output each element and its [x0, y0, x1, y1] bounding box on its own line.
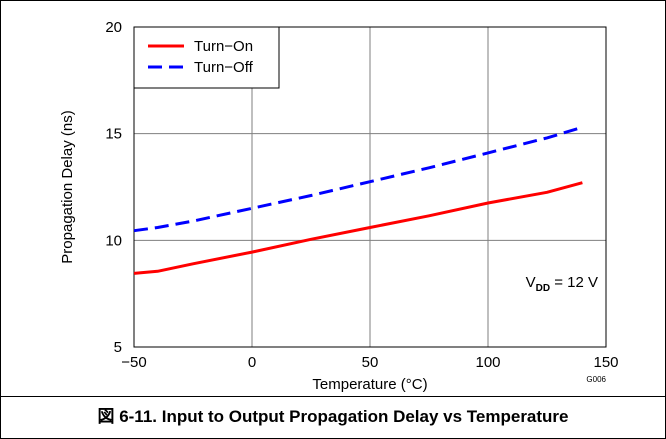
- caption-divider: [0, 396, 666, 397]
- series-line-turn-off: [133, 125, 583, 233]
- series-line-turn-on: [133, 181, 583, 275]
- vdd-annotation: VDD = 12 V: [526, 274, 598, 294]
- plot-area: [133, 26, 607, 348]
- y-tick-label: 20: [105, 19, 122, 36]
- x-tick-label: 50: [362, 354, 379, 371]
- figure-code: G006: [586, 375, 606, 384]
- y-tick-label: 15: [105, 126, 122, 143]
- x-tick-label: −50: [121, 354, 146, 371]
- figure-caption: 図 6-11. Input to Output Propagation Dela…: [97, 407, 569, 426]
- x-axis-label: Temperature (°C): [312, 376, 427, 393]
- series-layer: [133, 125, 583, 275]
- legend-label-turn-on: Turn−On: [194, 38, 253, 55]
- x-tick-label: 0: [248, 354, 256, 371]
- annotation-rest: = 12 V: [550, 274, 598, 291]
- y-tick-label: 10: [105, 232, 122, 249]
- annotation-main: V: [526, 274, 536, 291]
- y-axis-label: Propagation Delay (ns): [59, 110, 76, 263]
- x-tick-label: 150: [593, 354, 618, 371]
- annotation-sub: DD: [536, 283, 550, 294]
- tick-labels: −50 0 50 100 150 5 10 15 20: [105, 19, 618, 371]
- legend: Turn−On Turn−Off: [133, 26, 280, 89]
- legend-label-turn-off: Turn−Off: [194, 59, 254, 76]
- y-tick-label: 5: [114, 339, 122, 356]
- legend-box: [133, 26, 280, 89]
- x-tick-label: 100: [475, 354, 500, 371]
